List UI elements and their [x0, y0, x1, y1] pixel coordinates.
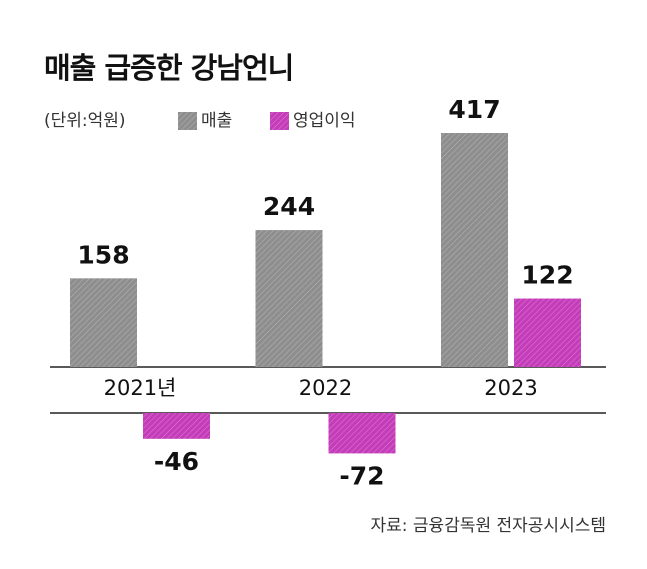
unit-label: (단위:억원)	[44, 111, 126, 131]
legend-label: 매출	[201, 111, 232, 131]
bar	[143, 413, 210, 439]
source: 자료: 금융감독원 전자공시시스템	[371, 516, 607, 536]
bar	[255, 230, 323, 367]
x-tick-label: 2022	[299, 376, 352, 400]
bar	[328, 413, 396, 454]
bar	[70, 278, 137, 367]
legend-label: 영업이익	[293, 111, 356, 131]
value-label: -72	[339, 461, 384, 490]
x-tick-label: 2023	[484, 376, 537, 400]
legend-swatch	[270, 112, 289, 130]
value-label: 417	[448, 95, 500, 124]
value-label: 122	[521, 261, 573, 290]
bar	[514, 298, 581, 367]
value-label: 244	[263, 192, 315, 221]
chart-title: 매출 급증한 강남언니	[44, 51, 293, 85]
value-label: 158	[77, 240, 129, 269]
value-label: -46	[154, 447, 199, 476]
bar	[441, 133, 508, 367]
x-tick-label: 2021년	[104, 376, 177, 400]
legend-swatch	[178, 112, 197, 130]
